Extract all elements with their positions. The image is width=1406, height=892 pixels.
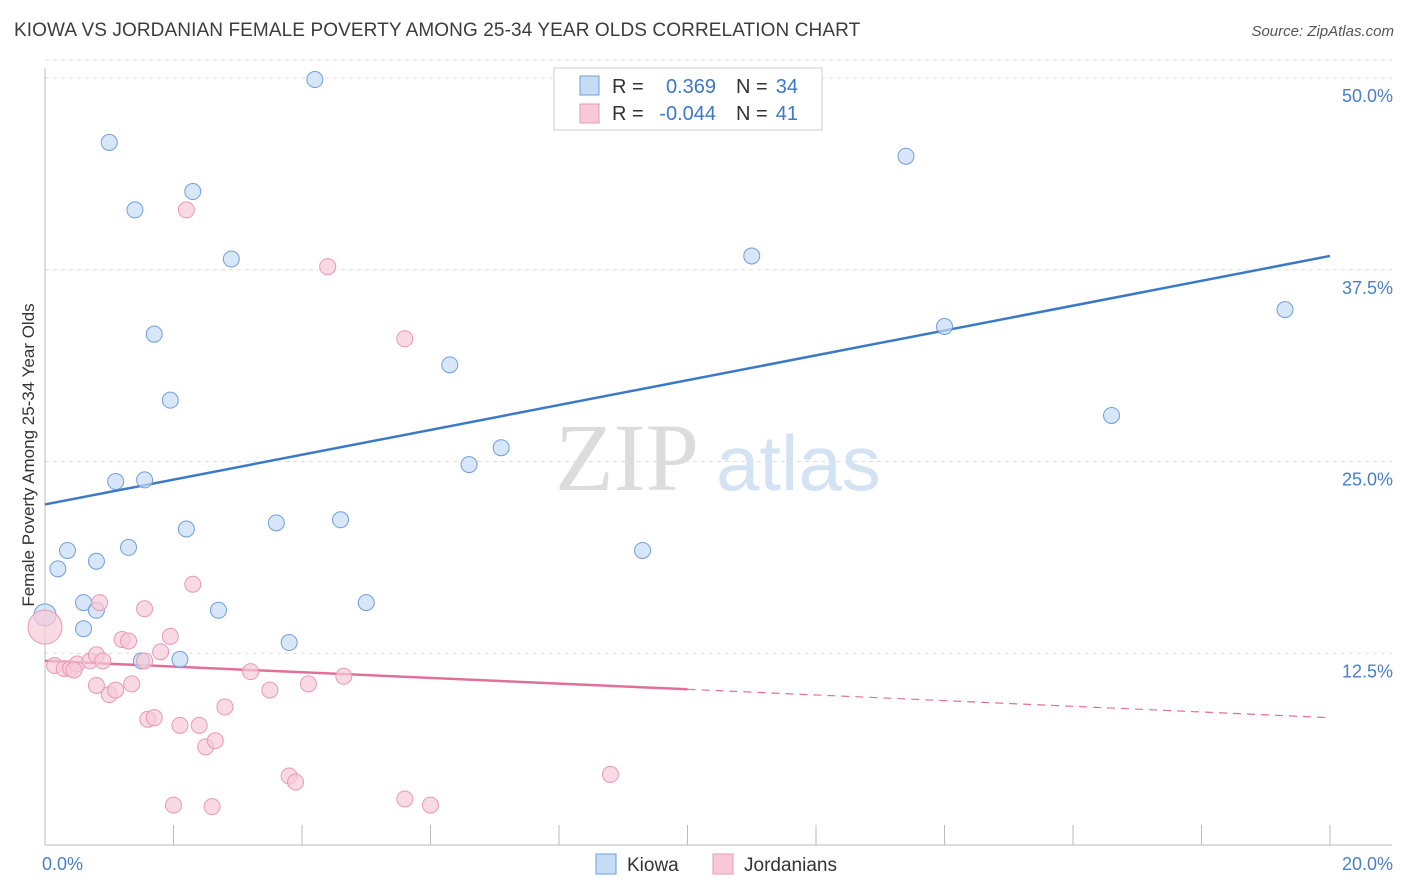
kiowa-point-27 xyxy=(492,439,510,457)
kiowa-point-18 xyxy=(209,601,227,619)
trend-line-0 xyxy=(44,254,1331,506)
bottom-legend-swatch-kiowa xyxy=(595,853,617,875)
chart-title: KIOWA VS JORDANIAN FEMALE POVERTY AMONG … xyxy=(14,20,861,41)
x-tick-labels: 0.0% 20.0% xyxy=(42,854,1393,874)
legend-n-value-jordanians: 41 xyxy=(776,103,798,125)
jordanians-point-41 xyxy=(601,765,619,783)
kiowa-point-21 xyxy=(280,634,298,652)
bottom-legend-kiowa: Kiowa xyxy=(627,855,679,876)
trend-line-dashed-1 xyxy=(687,688,1331,719)
y-tick-labels: 12.5% 25.0% 37.5% 50.0% xyxy=(1342,86,1393,681)
kiowa-point-1 xyxy=(49,560,67,578)
jordanians-point-38 xyxy=(396,330,414,348)
y-tick-label-0: 12.5% xyxy=(1342,661,1393,681)
kiowa-point-14 xyxy=(161,391,179,409)
y-tick-label-2: 37.5% xyxy=(1342,278,1393,298)
trend-lines xyxy=(44,254,1331,719)
jordanians-point-16 xyxy=(136,652,154,670)
kiowa-point-25 xyxy=(441,356,459,374)
kiowa-point-24 xyxy=(357,594,375,612)
kiowa-point-13 xyxy=(145,325,163,343)
source-label: Source: ZipAtlas.com xyxy=(1251,23,1394,40)
jordanians-point-22 xyxy=(165,796,182,814)
jordanians-point-10 xyxy=(94,652,112,670)
legend-swatch-jordanians xyxy=(579,103,600,124)
legend-swatch-kiowa xyxy=(579,75,600,96)
grid-lines xyxy=(45,59,1392,654)
kiowa-point-28 xyxy=(634,541,652,559)
legend-n-label-2: N = xyxy=(736,103,768,125)
jordanians-point-29 xyxy=(206,732,224,750)
kiowa-point-9 xyxy=(120,538,138,556)
kiowa-point-19 xyxy=(222,250,240,268)
y-tick-label-3: 50.0% xyxy=(1342,86,1393,106)
kiowa-point-6 xyxy=(87,552,105,570)
legend-r-value-jordanians: -0.044 xyxy=(659,103,716,125)
jordanians-point-30 xyxy=(216,698,234,716)
kiowa-point-26 xyxy=(460,456,478,474)
bottom-legend: Kiowa Jordanians xyxy=(595,853,837,876)
jordanians-point-15 xyxy=(123,675,141,693)
jordanians-point-24 xyxy=(177,201,195,219)
y-axis-label: Female Poverty Among 25-34 Year Olds xyxy=(19,303,38,606)
x-tick-label-0: 0.0% xyxy=(42,854,83,874)
axes xyxy=(44,68,1392,846)
kiowa-point-30 xyxy=(897,147,915,165)
kiowa-point-29 xyxy=(743,247,761,265)
legend-n-value-kiowa: 34 xyxy=(776,76,798,98)
jordanians-point-25 xyxy=(184,575,202,593)
jordanians-point-36 xyxy=(319,258,337,276)
jordanians-point-14 xyxy=(120,632,138,650)
kiowa-point-20 xyxy=(267,514,285,532)
jordanians-point-23 xyxy=(171,716,189,734)
jordanians-point-37 xyxy=(335,667,353,685)
kiowa-point-4 xyxy=(75,620,93,638)
jordanians-point-35 xyxy=(299,675,317,693)
kiowa-point-17 xyxy=(184,183,202,201)
jordanians-point-19 xyxy=(145,709,163,727)
watermark-atlas: atlas xyxy=(716,419,881,507)
bottom-legend-jordanians: Jordanians xyxy=(744,855,837,876)
watermark: ZIP atlas xyxy=(555,404,881,511)
y-tick-label-1: 25.0% xyxy=(1342,470,1393,490)
kiowa-point-2 xyxy=(58,541,76,559)
kiowa-point-33 xyxy=(1276,301,1294,319)
legend-r-value-kiowa: 0.369 xyxy=(666,76,716,98)
kiowa-point-22 xyxy=(306,71,324,89)
jordanians-point-9 xyxy=(91,594,109,612)
legend-n-label-1: N = xyxy=(736,76,768,98)
jordanians-point-0 xyxy=(27,609,63,645)
jordanians-point-40 xyxy=(422,796,439,814)
legend-r-label-1: R = xyxy=(612,76,644,98)
kiowa-point-16 xyxy=(177,520,195,538)
jordanians-point-21 xyxy=(161,627,179,645)
jordanians-point-8 xyxy=(87,676,105,694)
watermark-zip: ZIP xyxy=(555,404,699,511)
trend-line-solid-1 xyxy=(44,659,688,691)
kiowa-point-31 xyxy=(936,318,953,336)
kiowa-point-8 xyxy=(107,472,125,490)
jordanians-point-39 xyxy=(396,790,414,808)
jordanians-point-32 xyxy=(261,681,279,699)
legend-r-label-2: R = xyxy=(612,103,644,125)
jordanians-point-26 xyxy=(190,716,208,734)
jordanians-point-34 xyxy=(287,773,305,791)
jordanians-point-31 xyxy=(242,663,260,681)
jordanians-point-20 xyxy=(152,643,170,661)
kiowa-point-10 xyxy=(126,201,144,219)
jordanians-point-12 xyxy=(107,681,125,699)
kiowa-point-7 xyxy=(100,133,118,151)
legend-box: R = 0.369 N = 34 R = -0.044 N = 41 xyxy=(553,67,823,131)
bottom-legend-swatch-jordanians xyxy=(712,853,734,875)
data-points xyxy=(27,71,1294,816)
jordanians-point-17 xyxy=(136,600,154,618)
kiowa-point-15 xyxy=(171,650,189,668)
jordanians-point-5 xyxy=(65,661,83,679)
kiowa-point-23 xyxy=(332,511,350,529)
kiowa-point-32 xyxy=(1103,406,1121,424)
x-tick-label-1: 20.0% xyxy=(1342,854,1393,874)
jordanians-point-28 xyxy=(203,798,221,816)
kiowa-point-12 xyxy=(136,471,154,489)
